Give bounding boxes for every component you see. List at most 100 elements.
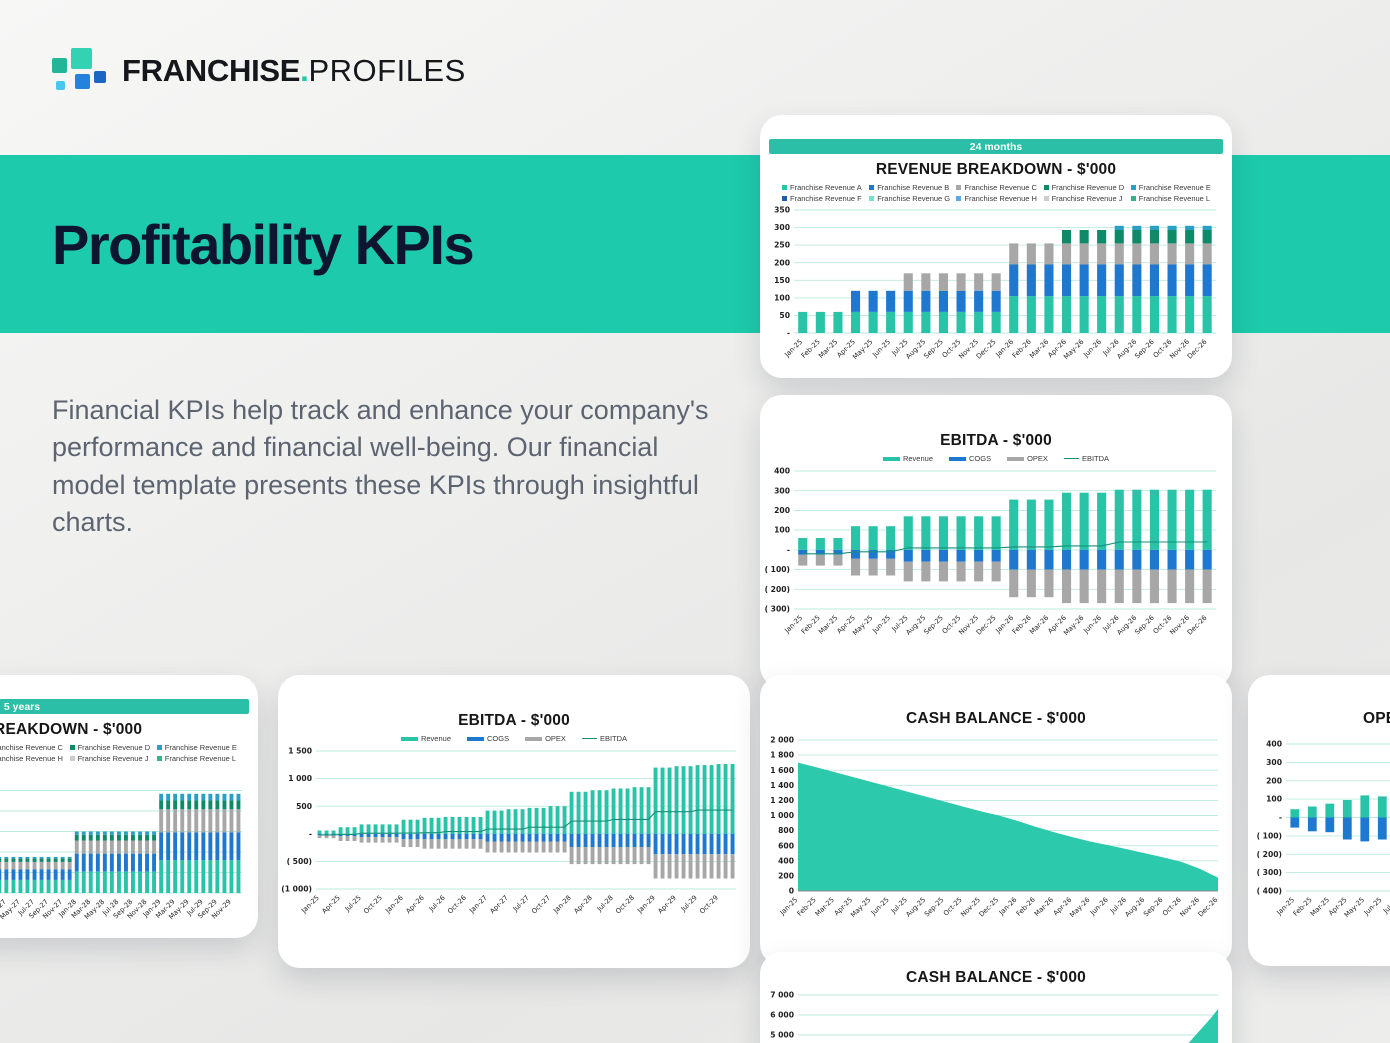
svg-text:( 300): ( 300) bbox=[1257, 868, 1282, 877]
svg-text:Sep-25: Sep-25 bbox=[922, 338, 945, 361]
svg-text:( 400): ( 400) bbox=[1257, 887, 1282, 896]
svg-text:Oct-29: Oct-29 bbox=[698, 894, 720, 916]
legend-marker-icon bbox=[782, 185, 787, 190]
legend-item: Franchise Revenue L bbox=[1130, 194, 1218, 203]
legend-marker-icon bbox=[1130, 185, 1136, 190]
svg-text:200: 200 bbox=[774, 258, 790, 267]
legend-label: Franchise Revenue L bbox=[1138, 194, 1211, 203]
svg-text:Jun-25: Jun-25 bbox=[870, 614, 892, 636]
brand-light: PROFILES bbox=[308, 53, 466, 88]
card-ebitda-5y: EBITDA - $'000 Revenue COGS OPEX EBITDA 1 5… bbox=[278, 675, 750, 968]
svg-text:Mar-25: Mar-25 bbox=[814, 896, 836, 918]
svg-text:Dec-26: Dec-26 bbox=[1186, 338, 1209, 361]
svg-text:500: 500 bbox=[296, 802, 312, 811]
svg-text:1 600: 1 600 bbox=[770, 766, 794, 775]
legend-item: OPEX bbox=[525, 734, 566, 743]
legend-item: Franchise Revenue L bbox=[156, 754, 244, 763]
svg-text:Apr-25: Apr-25 bbox=[320, 894, 342, 916]
logo-square bbox=[94, 71, 106, 83]
svg-text:2 000: 2 000 bbox=[770, 736, 794, 745]
legend-label: OPEX bbox=[1027, 454, 1048, 463]
svg-text:Jun-25: Jun-25 bbox=[870, 338, 892, 360]
svg-text:( 100): ( 100) bbox=[1257, 831, 1282, 840]
svg-text:Mar-26: Mar-26 bbox=[1028, 338, 1050, 360]
legend-marker-icon bbox=[1130, 196, 1136, 201]
svg-text:200: 200 bbox=[774, 506, 790, 515]
logo-mark-icon bbox=[52, 48, 106, 94]
legend-label: Revenue bbox=[902, 454, 933, 463]
legend-item: COGS bbox=[467, 734, 509, 743]
legend-marker-icon bbox=[156, 745, 162, 750]
legend-item: Franchise Revenue C bbox=[0, 743, 70, 752]
chart-title: OPE bbox=[1363, 710, 1390, 727]
svg-text:Aug-26: Aug-26 bbox=[1123, 896, 1146, 919]
svg-text:Mar-25: Mar-25 bbox=[817, 614, 839, 636]
legend-label: Revenue bbox=[420, 734, 451, 743]
svg-text:400: 400 bbox=[1266, 740, 1282, 749]
legend-item: Revenue bbox=[400, 734, 451, 743]
card-operating-5y: OPE 400 300 200 100 - ( 100) ( 200) ( 300) ( 400… bbox=[1248, 675, 1390, 966]
svg-text:1 800: 1 800 bbox=[770, 751, 794, 760]
svg-text:Mar-25: Mar-25 bbox=[1309, 896, 1331, 918]
chart-canvas: Jan-25Mar-25May-25Jul-25Sep-25Nov-25Jan-… bbox=[0, 790, 242, 921]
svg-text:Dec-25: Dec-25 bbox=[975, 614, 998, 637]
legend-marker-icon bbox=[581, 737, 597, 740]
svg-text:250: 250 bbox=[774, 241, 790, 250]
legend-label: Franchise Revenue J bbox=[77, 754, 149, 763]
svg-text:800: 800 bbox=[778, 826, 794, 835]
logo-square bbox=[75, 74, 90, 89]
legend-marker-icon bbox=[869, 196, 875, 201]
svg-text:400: 400 bbox=[778, 856, 794, 865]
svg-text:(1 000): (1 000) bbox=[281, 885, 312, 894]
svg-text:1 400: 1 400 bbox=[770, 781, 794, 790]
svg-text:300: 300 bbox=[774, 486, 790, 495]
svg-text:Jun-26: Jun-26 bbox=[1081, 338, 1103, 360]
chart-title: CASH BALANCE - $'000 bbox=[906, 969, 1086, 986]
legend-label: COGS bbox=[487, 734, 510, 743]
legend-label: Franchise Revenue D bbox=[77, 743, 151, 752]
svg-text:200: 200 bbox=[1266, 776, 1282, 785]
svg-text:Jan-25: Jan-25 bbox=[299, 894, 321, 916]
svg-text:Dec-25: Dec-25 bbox=[975, 338, 998, 361]
svg-text:Sep-25: Sep-25 bbox=[922, 614, 945, 637]
svg-text:Jul-26: Jul-26 bbox=[427, 894, 447, 914]
legend-label: Franchise Revenue F bbox=[790, 194, 862, 203]
logo-square bbox=[52, 58, 67, 73]
svg-text:Mar-25: Mar-25 bbox=[817, 338, 839, 360]
chart-canvas: 35030025020015010050-Jan-25Feb-25Mar-25A… bbox=[774, 206, 1216, 361]
svg-text:Jun-26: Jun-26 bbox=[1088, 896, 1110, 918]
period-badge: 5 years bbox=[0, 699, 249, 714]
svg-text:0: 0 bbox=[789, 887, 794, 896]
legend-item: Franchise Revenue E bbox=[156, 743, 244, 752]
legend-marker-icon bbox=[69, 745, 75, 750]
svg-text:Jan-25: Jan-25 bbox=[778, 896, 800, 918]
legend-marker-icon bbox=[1063, 457, 1079, 460]
legend-item: Franchise Revenue E bbox=[1130, 183, 1218, 192]
chart-title: EBITDA - $'000 bbox=[458, 712, 570, 729]
legend-item: Franchise Revenue J bbox=[1043, 194, 1131, 203]
chart-canvas: 2 000 1 800 1 600 1 400 1 200 1 000 800 600 400 2… bbox=[770, 736, 1219, 920]
svg-text:1 200: 1 200 bbox=[770, 796, 794, 805]
chart-legend: Revenue COGS OPEX EBITDA bbox=[278, 734, 750, 743]
svg-text:-: - bbox=[787, 329, 790, 338]
logo: FRANCHISE.PROFILES bbox=[52, 48, 466, 94]
legend-marker-icon bbox=[156, 756, 162, 761]
legend-item: OPEX bbox=[1007, 454, 1048, 463]
svg-text:200: 200 bbox=[778, 872, 794, 881]
legend-label: OPEX bbox=[545, 734, 566, 743]
legend-label: Franchise Revenue E bbox=[1138, 183, 1211, 192]
svg-text:5 000: 5 000 bbox=[770, 1031, 794, 1040]
svg-text:Apr-28: Apr-28 bbox=[572, 894, 594, 916]
legend-label: Franchise Revenue J bbox=[1051, 194, 1123, 203]
legend-marker-icon bbox=[949, 456, 966, 461]
svg-text:1 000: 1 000 bbox=[770, 811, 794, 820]
legend-label: Franchise Revenue D bbox=[1051, 183, 1125, 192]
svg-text:Dec-25: Dec-25 bbox=[977, 896, 1000, 919]
svg-text:400: 400 bbox=[774, 467, 790, 476]
legend-marker-icon bbox=[400, 736, 418, 741]
svg-text:May-26: May-26 bbox=[1068, 896, 1091, 919]
